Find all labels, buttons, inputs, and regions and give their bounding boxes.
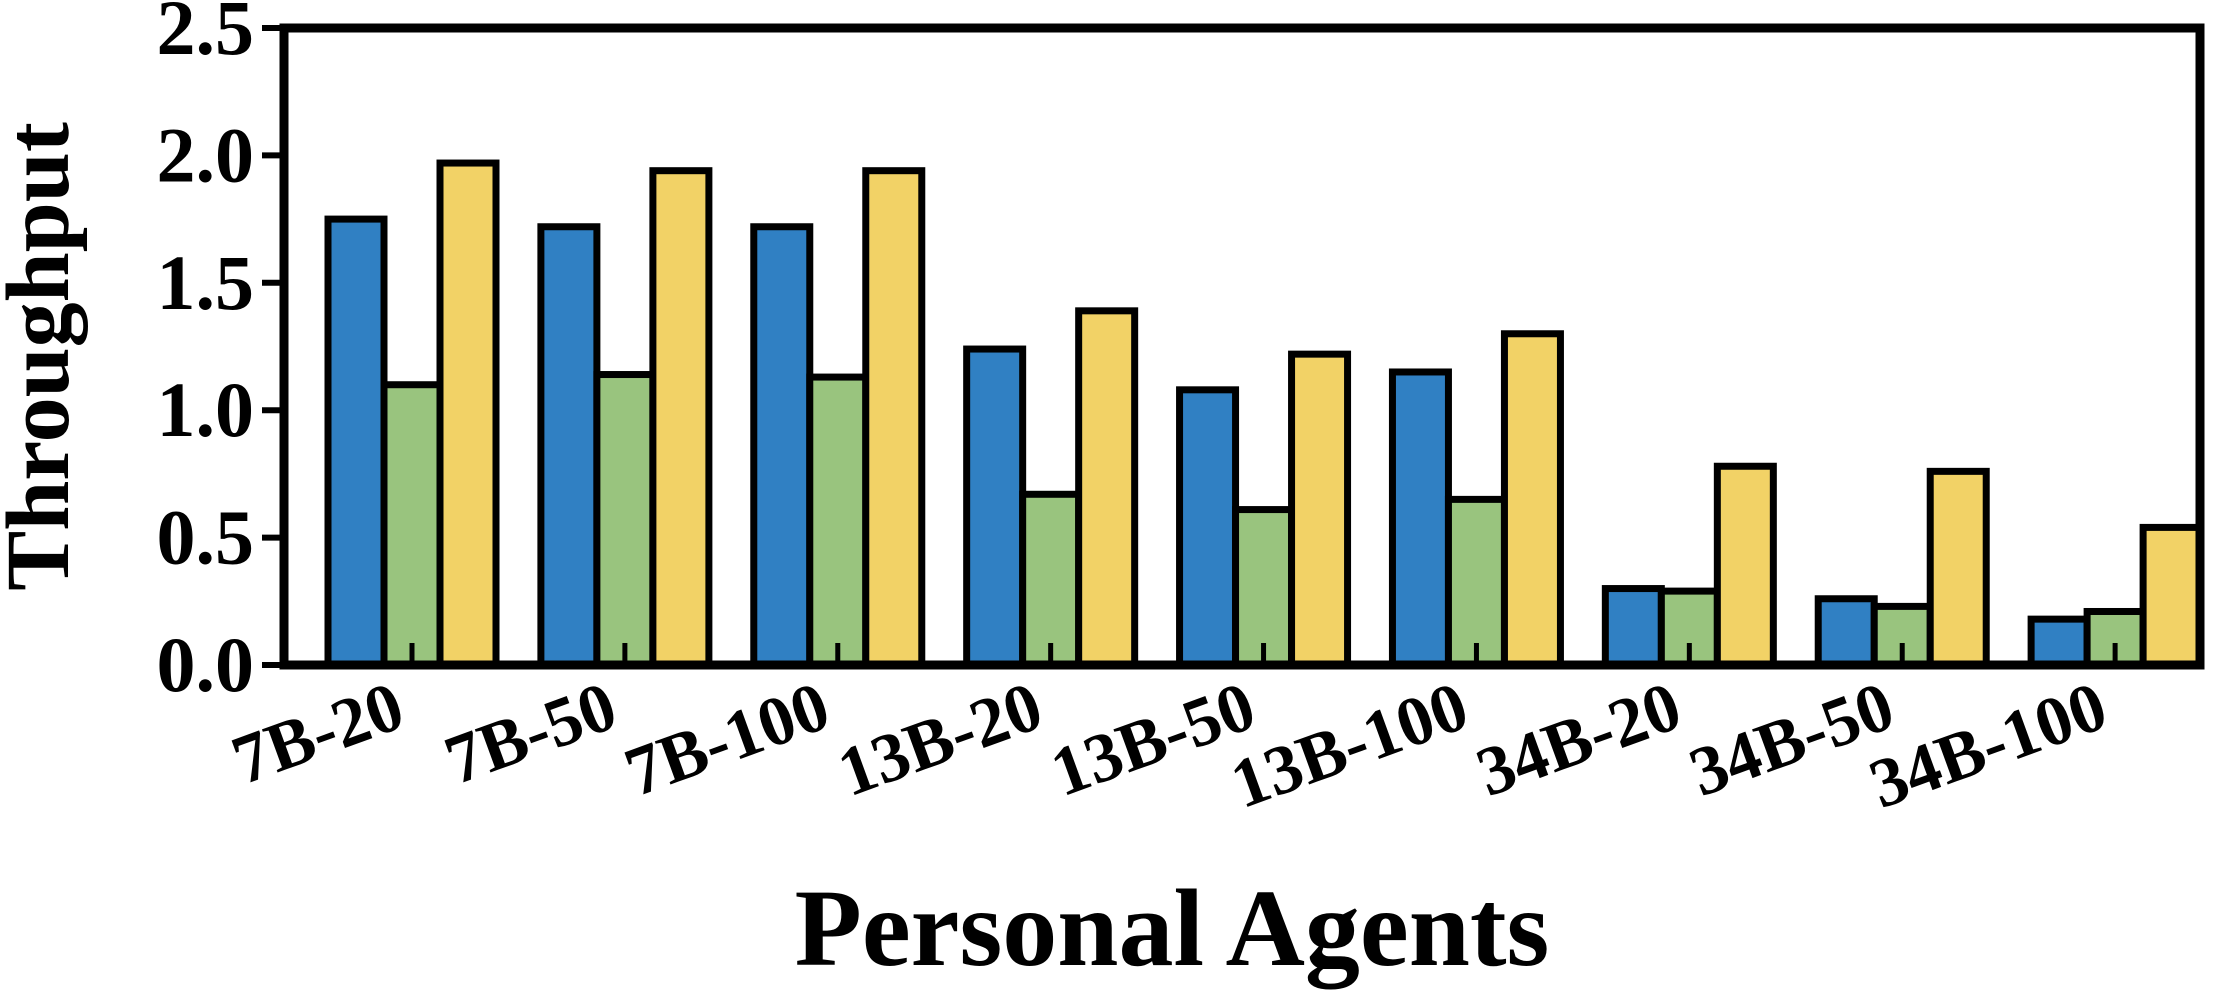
bar-34B-100-series-3 <box>2139 523 2203 669</box>
x-tick-label: 13B-100 <box>1221 668 1478 824</box>
x-axis-ticks: 7B-20 7B-507B-10013B-2013B-5013B-10034B-2… <box>223 643 2118 824</box>
x-axis-label: Personal Agents <box>795 867 1550 989</box>
x-tick-label: 34B-100 <box>1860 668 2117 824</box>
bar-7B-50-series-3 <box>649 167 713 669</box>
x-tick-label: 34B-50 <box>1680 668 1904 812</box>
bar-13B-50-series-3 <box>1288 350 1352 669</box>
plot-frame <box>279 23 2205 670</box>
bar-13B-100-series-2 <box>1444 495 1508 669</box>
bar-13B-20-series-2 <box>1019 490 1083 669</box>
bars-group <box>324 159 2203 669</box>
bar-13B-20-series-1 <box>963 345 1027 669</box>
bar-34B-20-series-3 <box>1713 462 1777 669</box>
bar-34B-50-series-3 <box>1926 467 1990 669</box>
bar-7B-20-series-2 <box>380 381 444 669</box>
x-tick-label: 7B-50 <box>436 668 627 800</box>
bar-7B-50-series-2 <box>593 371 657 669</box>
bar-7B-100-series-2 <box>806 373 870 669</box>
y-tick-label: 2.0 <box>157 111 255 198</box>
y-axis-ticks: 0.0 0.5 1.0 1.5 2.0 2.5 <box>157 0 284 708</box>
x-tick-label: 7B-100 <box>616 668 840 812</box>
bar-13B-100-series-3 <box>1500 330 1564 669</box>
y-axis-label: Throughput <box>0 122 88 591</box>
bar-7B-20-series-3 <box>436 159 500 669</box>
bar-7B-100-series-3 <box>862 167 926 669</box>
x-tick-label: 34B-20 <box>1467 668 1691 812</box>
y-tick-label: 1.0 <box>157 366 255 453</box>
y-tick-label: 0.0 <box>157 621 255 708</box>
y-tick-label: 1.5 <box>157 239 255 326</box>
bar-13B-20-series-3 <box>1075 307 1139 669</box>
x-tick-label: 13B-20 <box>828 668 1052 812</box>
bar-13B-50-series-1 <box>1176 386 1240 669</box>
bar-34B-100-series-1 <box>2027 615 2091 669</box>
x-tick-label: 13B-50 <box>1041 668 1265 812</box>
bar-7B-20-series-1 <box>324 215 388 669</box>
bar-13B-50-series-2 <box>1232 506 1296 669</box>
y-tick-label: 2.5 <box>157 0 255 71</box>
bar-13B-100-series-1 <box>1388 368 1452 669</box>
y-tick-label: 0.5 <box>157 494 255 581</box>
bar-34B-50-series-1 <box>1814 595 1878 669</box>
bar-34B-20-series-1 <box>1601 585 1665 669</box>
bar-7B-50-series-1 <box>537 223 601 669</box>
bar-7B-100-series-1 <box>750 223 814 669</box>
